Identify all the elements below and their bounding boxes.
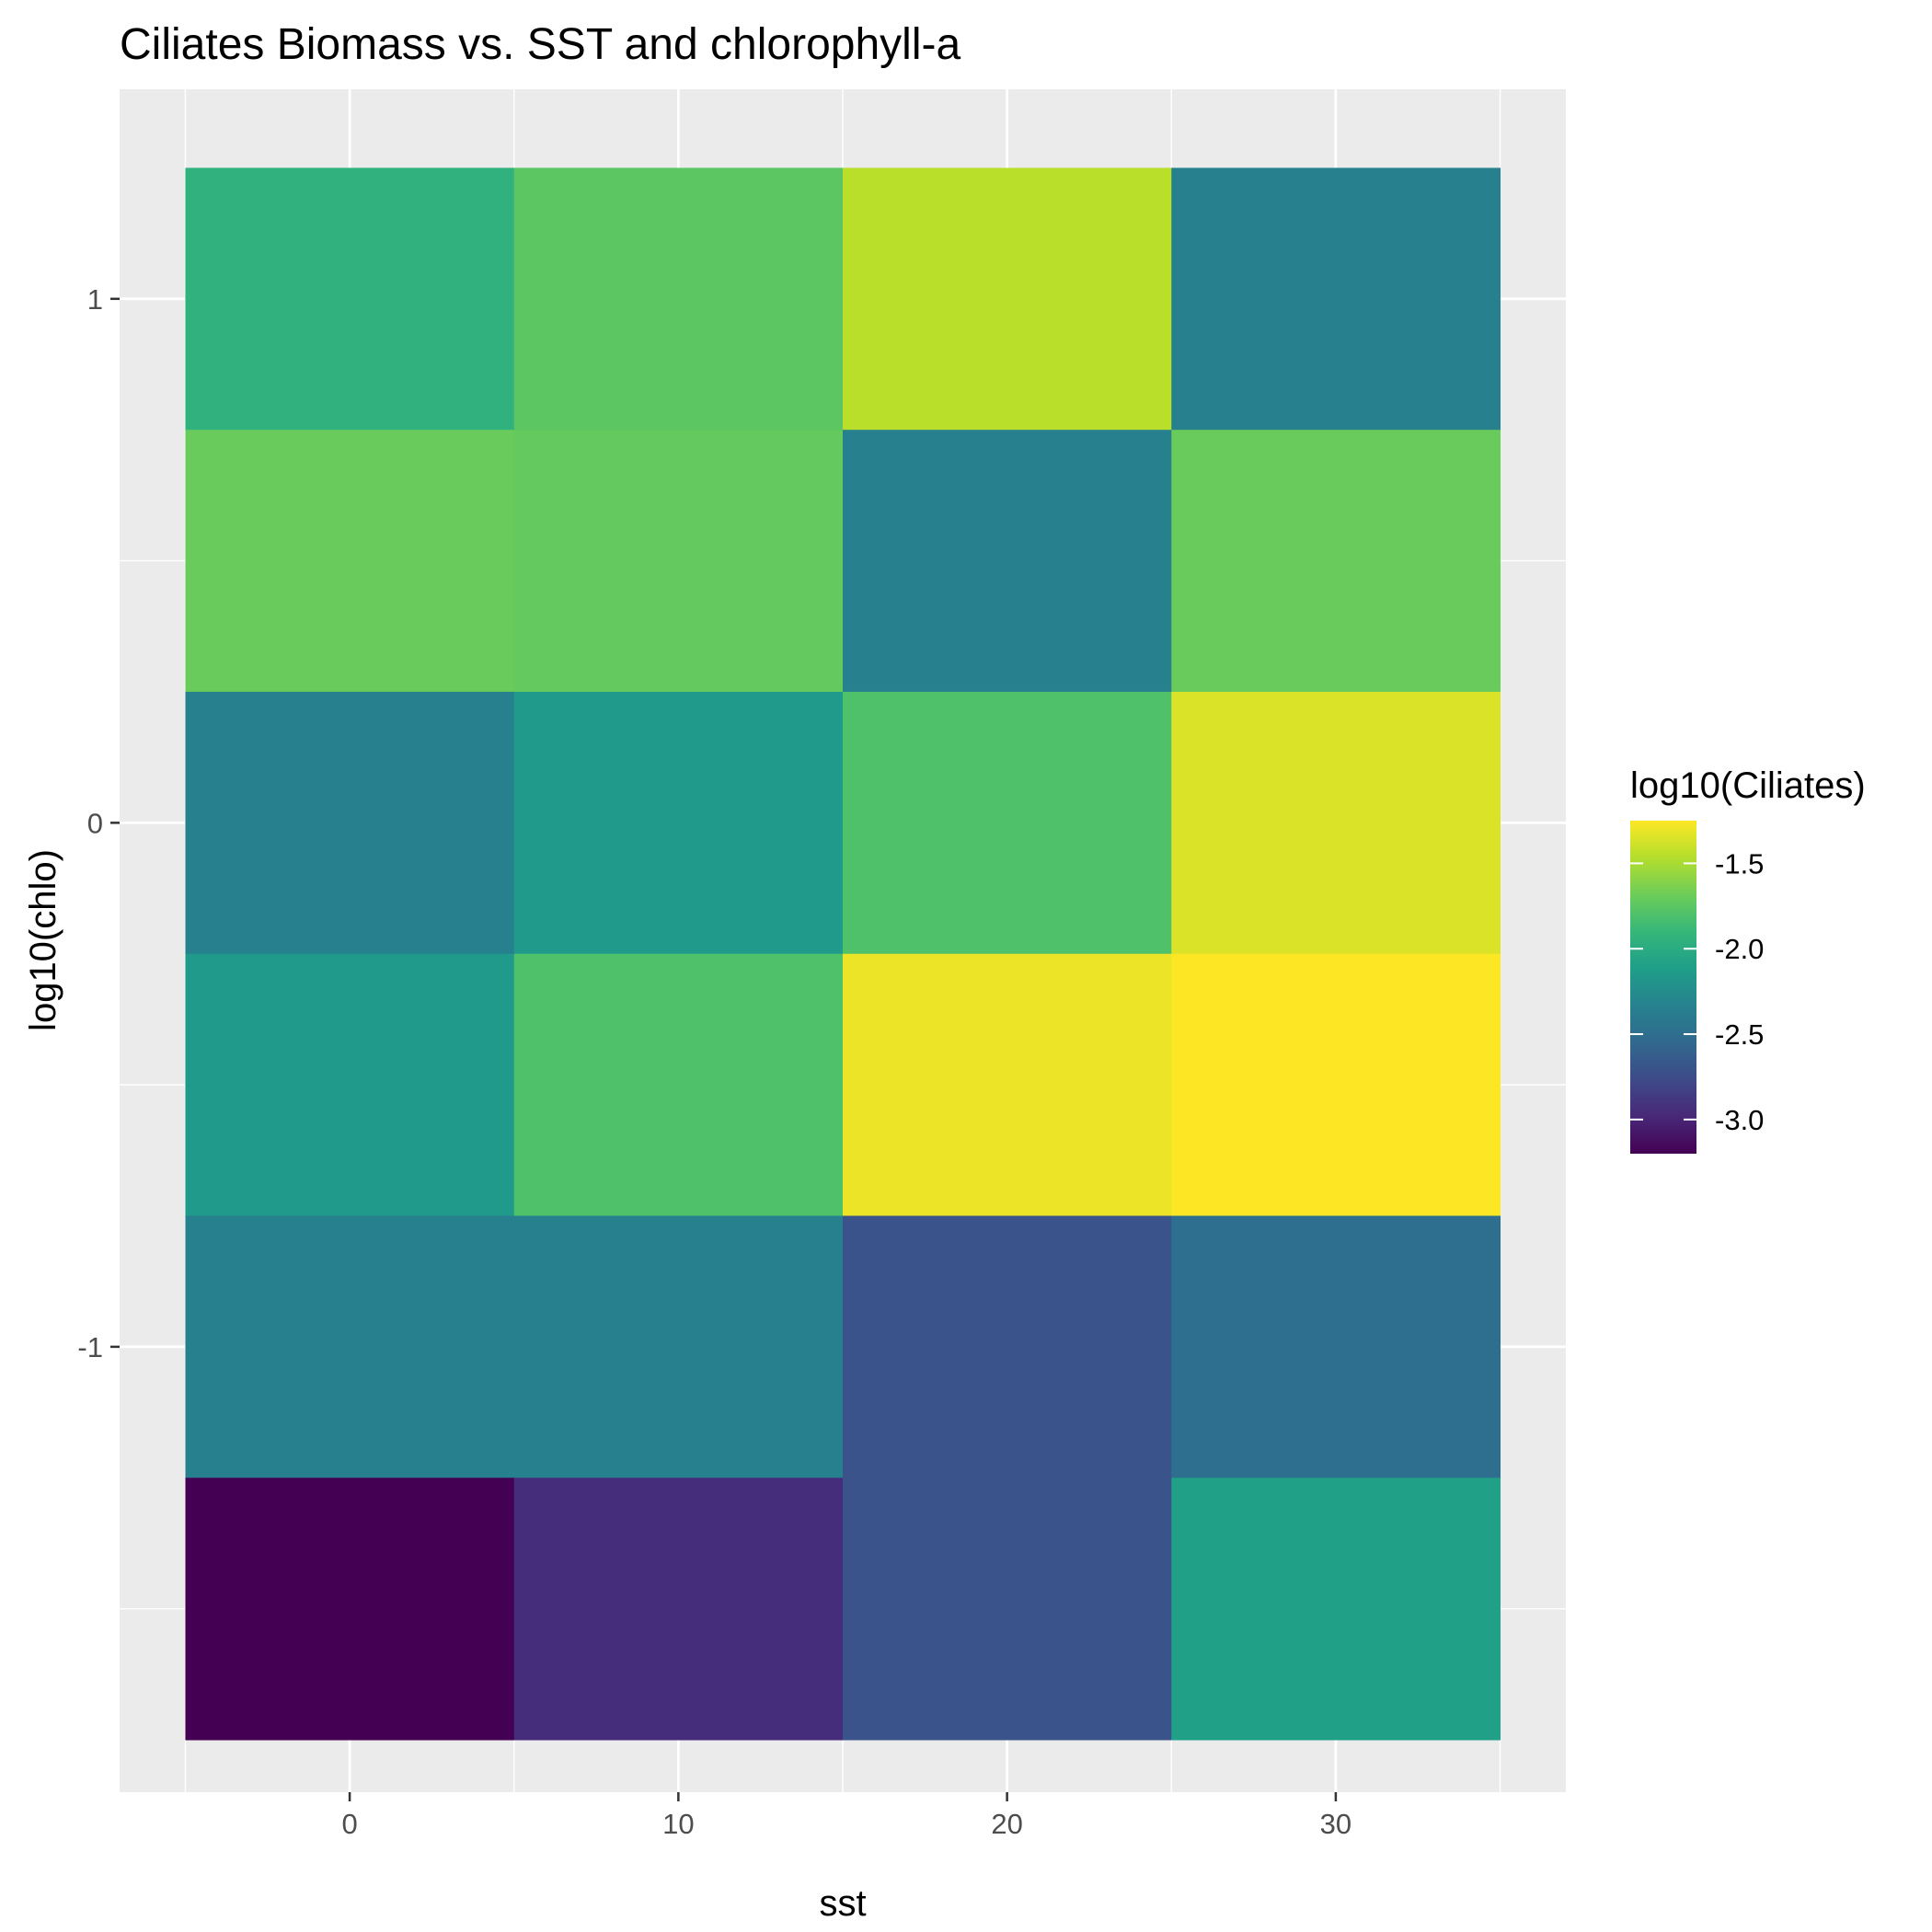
heatmap-cell	[513, 1478, 844, 1741]
legend-tick-label: -2.5	[1715, 1018, 1764, 1051]
heatmap-cell	[185, 430, 515, 693]
color-legend: log10(Ciliates) -1.5 -2.0 -2.5 -3.0	[1630, 765, 1866, 1154]
legend-tick-label: -1.5	[1715, 847, 1764, 880]
heatmap-cell	[843, 430, 1172, 693]
heatmap-cell	[185, 1215, 515, 1478]
heatmap-cell	[1171, 167, 1501, 431]
heatmap-cells	[185, 167, 1501, 1741]
heatmap-cell	[513, 691, 844, 955]
heatmap-cell	[843, 1215, 1172, 1478]
y-axis-title: log10(chlo)	[23, 849, 63, 1031]
legend-title: log10(Ciliates)	[1630, 765, 1866, 806]
y-tick-label: -1	[77, 1331, 103, 1363]
heatmap-cell	[843, 1478, 1172, 1741]
x-tick-label: 0	[341, 1808, 357, 1840]
heatmap-cell	[1171, 691, 1501, 955]
heatmap-cell	[513, 430, 844, 693]
x-tick-label: 10	[662, 1808, 694, 1840]
y-tick-label: 0	[87, 807, 103, 839]
heatmap-cell	[1171, 1478, 1501, 1741]
heatmap-cell	[843, 953, 1172, 1217]
y-axis-ticks: 1 0 -1	[77, 283, 120, 1363]
y-tick-label: 1	[87, 283, 103, 316]
heatmap-cell	[513, 167, 844, 431]
heatmap-cell	[1171, 953, 1501, 1217]
heatmap-cell	[513, 953, 844, 1217]
heatmap-cell	[185, 167, 515, 431]
chart-title: Ciliates Biomass vs. SST and chlorophyll…	[120, 20, 960, 69]
legend-colorbar	[1630, 821, 1696, 1154]
heatmap-cell	[185, 953, 515, 1217]
heatmap-cell	[185, 691, 515, 955]
heatmap-cell	[1171, 1215, 1501, 1478]
heatmap-cell	[185, 1478, 515, 1741]
heatmap-cell	[843, 691, 1172, 955]
heatmap-cell	[843, 167, 1172, 431]
heatmap-cell	[513, 1215, 844, 1478]
x-tick-label: 30	[1320, 1808, 1351, 1840]
legend-tick-label: -2.0	[1715, 933, 1764, 965]
x-tick-label: 20	[991, 1808, 1022, 1840]
legend-tick-label: -3.0	[1715, 1104, 1764, 1136]
x-axis-ticks: 0 10 20 30	[341, 1792, 1351, 1840]
heatmap-cell	[1171, 430, 1501, 693]
x-axis-title: sst	[819, 1883, 866, 1924]
